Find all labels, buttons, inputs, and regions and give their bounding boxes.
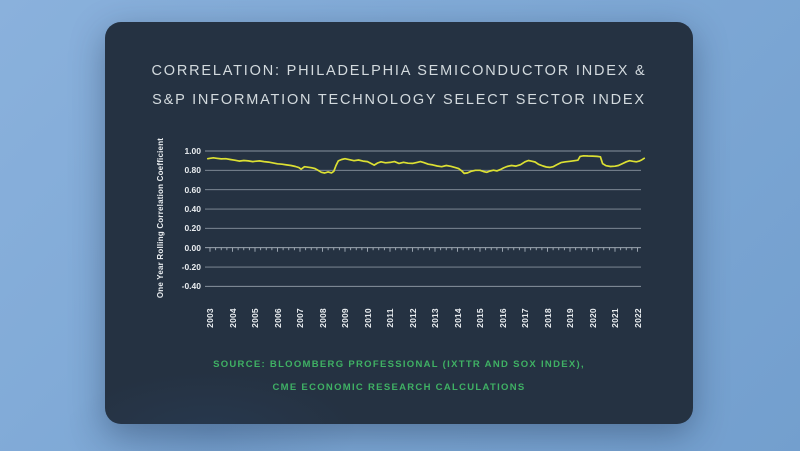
x-tick-label: 2007 (295, 308, 305, 328)
source-line2: CME ECONOMIC RESEARCH CALCULATIONS (272, 382, 526, 393)
y-axis-labels: 1.00 0.80 0.60 0.40 0.20 0.00 -0.20 -0.40 (105, 22, 201, 322)
chart-title-line1: CORRELATION: PHILADELPHIA SEMICONDUCTOR … (151, 63, 647, 79)
y-tick-label: 0.00 (184, 242, 201, 253)
x-tick-label: 2015 (475, 308, 485, 328)
correlation-line (206, 154, 646, 175)
x-tick-label: 2016 (497, 308, 508, 328)
x-tick-label: 2010 (362, 308, 373, 328)
y-tick-label: 0.20 (184, 223, 201, 234)
chart-card: CORRELATION: PHILADELPHIA SEMICONDUCTOR … (105, 22, 693, 424)
x-tick-label: 2017 (520, 308, 530, 328)
x-tick-label: 2003 (205, 308, 215, 328)
x-tick-label: 2020 (587, 308, 598, 328)
x-tick-label: 2011 (385, 308, 395, 328)
x-tick-label: 2005 (250, 308, 260, 328)
x-tick-label: 2019 (565, 308, 575, 328)
y-tick-label: -0.20 (181, 262, 201, 273)
x-tick-label: 2009 (340, 308, 350, 328)
y-tick-label: -0.40 (181, 281, 201, 292)
y-tick-label: 1.00 (184, 146, 201, 156)
x-tick-label: 2021 (610, 308, 620, 328)
x-axis-ticks (209, 247, 638, 252)
x-tick-label: 2013 (430, 308, 440, 328)
chart-title: CORRELATION: PHILADELPHIA SEMICONDUCTOR … (105, 57, 693, 115)
x-tick-label: 2006 (272, 308, 283, 328)
source-note: SOURCE: BLOOMBERG PROFESSIONAL (IXTTR AN… (105, 353, 693, 399)
x-tick-label: 2008 (317, 308, 328, 328)
source-line1: SOURCE: BLOOMBERG PROFESSIONAL (IXTTR AN… (213, 359, 585, 370)
x-tick-label: 2012 (407, 308, 418, 328)
x-tick-label: 2004 (227, 308, 238, 328)
x-axis-labels: 2003 2004 2005 2006 2007 2008 2009 2010 2011 2012… (105, 22, 693, 362)
y-tick-label: 0.80 (184, 165, 201, 176)
chart-title-line2: S&P INFORMATION TECHNOLOGY SELECT SECTOR… (152, 92, 646, 108)
y-tick-label: 0.40 (184, 204, 201, 215)
x-tick-label: 2014 (452, 308, 463, 328)
chart-plot (205, 150, 646, 287)
x-tick-label: 2022 (632, 308, 643, 328)
y-tick-label: 0.60 (184, 184, 201, 195)
x-tick-label: 2018 (542, 308, 553, 328)
